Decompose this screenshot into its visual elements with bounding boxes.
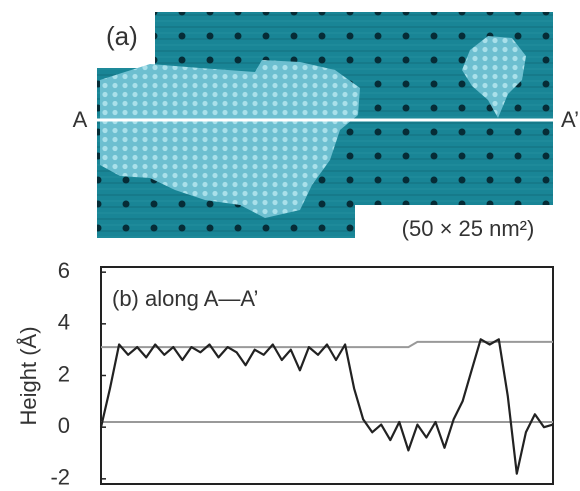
series-line [101, 340, 553, 349]
y-tick-label: 0 [58, 413, 70, 438]
chart-title: (b) along A—A’ [112, 286, 258, 311]
y-tick-label: 2 [58, 361, 70, 386]
stm-image [97, 12, 553, 238]
y-tick-label: -2 [50, 465, 70, 490]
series-line [99, 338, 554, 475]
y-tick-label: 6 [58, 258, 70, 283]
scale-label: (50 × 25 nm²) [402, 216, 535, 241]
y-axis-label: Height (Å) [16, 326, 41, 425]
marker-label: A’ [561, 107, 579, 132]
panel-label: (a) [106, 21, 138, 51]
y-tick-label: 4 [58, 310, 70, 335]
marker-label: A [73, 107, 88, 132]
